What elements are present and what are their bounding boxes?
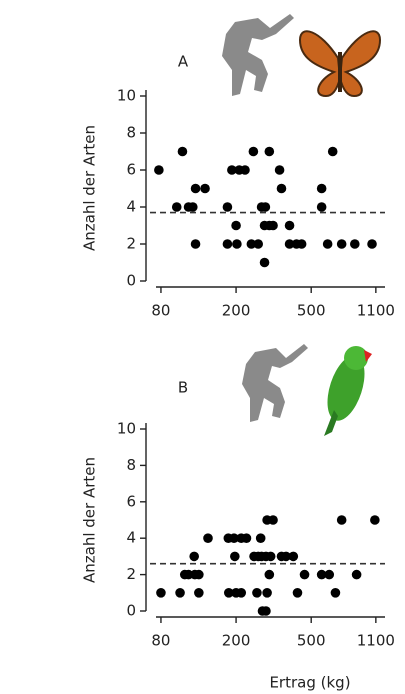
data-point xyxy=(175,588,185,598)
data-point xyxy=(252,588,262,598)
x-tick-label: 500 xyxy=(297,632,326,650)
parrot-icon xyxy=(324,346,372,436)
y-axis-title: Anzahl der Arten xyxy=(81,125,99,251)
data-point xyxy=(236,588,247,598)
x-tick-label: 200 xyxy=(222,302,251,320)
y-axis-title: Anzahl der Arten xyxy=(81,457,99,583)
data-point xyxy=(296,239,307,249)
y-tick-label: 0 xyxy=(126,602,136,620)
data-point xyxy=(259,257,270,268)
y-tick-label: 4 xyxy=(126,529,136,547)
data-point xyxy=(200,183,210,194)
data-point xyxy=(232,239,242,249)
data-point xyxy=(189,551,199,562)
data-point xyxy=(222,239,233,249)
data-point xyxy=(248,146,259,157)
data-point xyxy=(227,165,237,175)
data-point xyxy=(231,220,241,231)
data-point xyxy=(253,239,264,249)
data-point xyxy=(177,146,188,157)
data-point xyxy=(154,165,164,175)
data-point xyxy=(336,239,347,249)
data-point xyxy=(351,569,362,580)
data-point xyxy=(268,220,278,231)
x-tick-label: 1100 xyxy=(357,632,395,650)
data-point xyxy=(230,551,240,562)
data-point xyxy=(229,533,239,543)
data-point xyxy=(222,202,233,212)
data-point xyxy=(324,569,335,580)
y-tick-label: 2 xyxy=(126,565,136,583)
data-point xyxy=(246,239,257,249)
data-point xyxy=(281,551,291,562)
data-point xyxy=(264,569,275,580)
y-tick-label: 8 xyxy=(126,124,136,142)
data-point xyxy=(330,588,341,598)
data-point xyxy=(265,551,276,562)
data-point xyxy=(276,183,287,194)
island-map-b xyxy=(242,344,308,422)
y-tick-label: 10 xyxy=(117,87,136,105)
data-point xyxy=(367,239,377,249)
data-point xyxy=(284,239,295,249)
data-point xyxy=(268,515,278,525)
data-point xyxy=(156,588,166,598)
data-point xyxy=(203,533,213,543)
data-point xyxy=(190,183,201,194)
data-point xyxy=(260,202,271,212)
data-point xyxy=(190,239,201,249)
data-point xyxy=(171,202,182,212)
data-point xyxy=(322,239,333,249)
y-tick-label: 8 xyxy=(126,456,136,474)
data-point xyxy=(288,551,299,562)
data-point xyxy=(188,202,198,212)
data-point xyxy=(370,515,380,525)
data-point xyxy=(261,606,271,616)
x-tick-label: 1100 xyxy=(357,302,395,320)
data-point xyxy=(327,146,338,157)
y-tick-label: 0 xyxy=(126,272,136,290)
butterfly-icon xyxy=(298,30,382,98)
data-point xyxy=(255,533,266,543)
x-axis-title: Ertrag (kg) xyxy=(269,674,350,692)
panel-label: A xyxy=(178,53,189,71)
data-point xyxy=(299,569,310,580)
data-point xyxy=(240,165,250,175)
x-tick-label: 500 xyxy=(297,302,326,320)
data-point xyxy=(284,220,295,231)
data-point xyxy=(316,183,327,194)
x-tick-label: 200 xyxy=(222,632,251,650)
x-tick-label: 80 xyxy=(151,632,170,650)
data-point xyxy=(292,588,303,598)
data-point xyxy=(264,146,275,157)
panel-label: B xyxy=(178,379,188,397)
data-point xyxy=(316,569,327,580)
island-map-a xyxy=(222,14,294,96)
y-tick-label: 10 xyxy=(117,420,136,438)
data-point xyxy=(241,533,252,543)
data-point xyxy=(223,588,234,598)
data-point xyxy=(274,165,285,175)
data-point xyxy=(194,588,204,598)
data-point xyxy=(316,202,327,212)
y-tick-label: 6 xyxy=(126,161,136,179)
y-tick-label: 4 xyxy=(126,198,136,216)
x-tick-label: 80 xyxy=(151,302,170,320)
data-point xyxy=(262,588,272,598)
y-tick-label: 6 xyxy=(126,492,136,510)
data-point xyxy=(336,515,347,525)
data-point xyxy=(194,569,204,580)
data-point xyxy=(349,239,360,249)
y-tick-label: 2 xyxy=(126,235,136,253)
